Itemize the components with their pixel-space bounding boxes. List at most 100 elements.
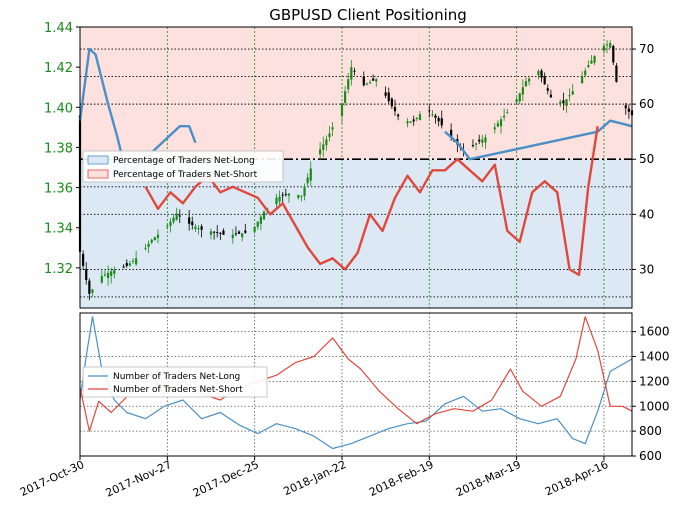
x-tick-label: 2018-Apr-16 [543,458,610,499]
candle-body [125,262,128,266]
candle-body [409,121,412,123]
candle-body [340,103,344,116]
x-tick-label: 2017-Oct-30 [18,458,86,499]
candle-body [506,112,509,114]
candle-body [156,234,160,238]
candle-body [393,106,397,112]
candle-body [587,65,590,68]
candle-body [244,230,247,233]
candle-body [322,144,325,150]
candle-body [412,119,415,122]
legend-swatch-net-short [87,169,109,179]
left-tick-label: 1.32 [44,262,73,277]
candle-body [481,139,484,143]
legend-label-count-short: Number of Traders Net-Short [113,385,243,395]
candle-body [82,253,85,266]
left-tick-label: 1.34 [44,222,73,237]
right-tick-label: 40 [639,207,654,221]
candle-body [362,76,365,86]
right-tick-label: 30 [639,262,654,276]
net-long-pct-line [78,47,197,178]
candle-body [343,91,347,103]
candle-body [431,114,434,116]
right-tick-label: 60 [639,97,654,111]
left-tick-label: 1.42 [44,61,73,76]
bottom-tick-label: 1000 [639,399,670,413]
candle-body [278,196,281,202]
candle-body [331,127,334,130]
candle-body [191,221,194,226]
candle-body [397,114,400,117]
legend-label-count-long: Number of Traders Net-Long [113,372,240,382]
candle-body [175,213,178,220]
net-long-pct-line-late [444,119,633,161]
candle-body [85,269,88,280]
candle-body [612,45,615,63]
candle-body [593,56,596,63]
net-short-pct-line [144,126,599,277]
candle-body [275,197,278,205]
candle-body [546,88,549,91]
bottom-ticks: 600 800 1000 1200 1400 1600 [632,325,670,463]
candle-body [88,280,91,294]
legend-label-net-long: Percentage of Traders Net-Long [113,156,255,166]
candle-body [231,234,234,239]
bottom-legend: Number of Traders Net-Long Number of Tra… [82,366,268,398]
candle-body [390,98,393,107]
candle-body [166,225,169,227]
top-legend-box [82,150,284,183]
candle-body [328,133,331,138]
candle-body [434,115,437,118]
candle-body [153,237,156,241]
count-net-long-line [79,316,633,450]
top-legend: Percentage of Traders Net-Long Percentag… [82,150,284,183]
candle-body [135,258,138,265]
candle-body [325,139,328,146]
candle-body [584,70,587,76]
candle-body [297,195,300,198]
bottom-tick-label: 1200 [639,374,670,388]
candle-body [375,79,378,82]
candle-body [540,70,543,78]
candle-body [147,243,150,247]
top-frame [79,26,633,309]
candle-body [237,231,241,234]
candle-body [499,119,503,127]
net-short-fill [80,27,632,160]
candle-body [144,247,147,249]
candle-body [527,78,531,82]
candle-body [287,193,291,196]
left-tick-label: 1.36 [44,182,73,197]
right-tick-label: 50 [639,152,654,166]
candle-body [428,110,431,112]
candle-body [259,216,262,224]
bottom-legend-box [82,366,268,398]
candle-body [131,260,135,262]
x-tick-label: 2018-Jan-22 [282,458,349,498]
candle-body [365,83,369,85]
candle-body [306,177,309,184]
candle-body [122,266,125,268]
candle-body [213,231,216,233]
candle-body [319,149,322,155]
candle-body [300,195,303,197]
legend-label-net-short: Percentage of Traders Net-Short [113,170,258,180]
candle-body [91,289,94,293]
candle-body [253,226,256,232]
candle-body [549,94,553,98]
candle-body [309,168,312,181]
candle-body [515,99,518,103]
candle-body [474,143,478,145]
bottom-tick-label: 800 [639,424,662,438]
x-tick-label: 2018-Feb-19 [367,458,435,499]
candle-body [234,233,238,235]
candle-body [197,228,200,230]
candle-body [615,65,618,82]
x-tick-label: 2017-Dec-25 [191,458,261,500]
candle-body [353,70,356,72]
bottom-tick-label: 1400 [639,350,670,364]
candle-body [178,215,181,217]
x-tick-label: 2018-Mar-19 [454,458,523,499]
top-ticks: 1.32 1.34 1.36 1.38 1.40 1.42 1.44 30 40 50 60 70 [44,21,654,277]
